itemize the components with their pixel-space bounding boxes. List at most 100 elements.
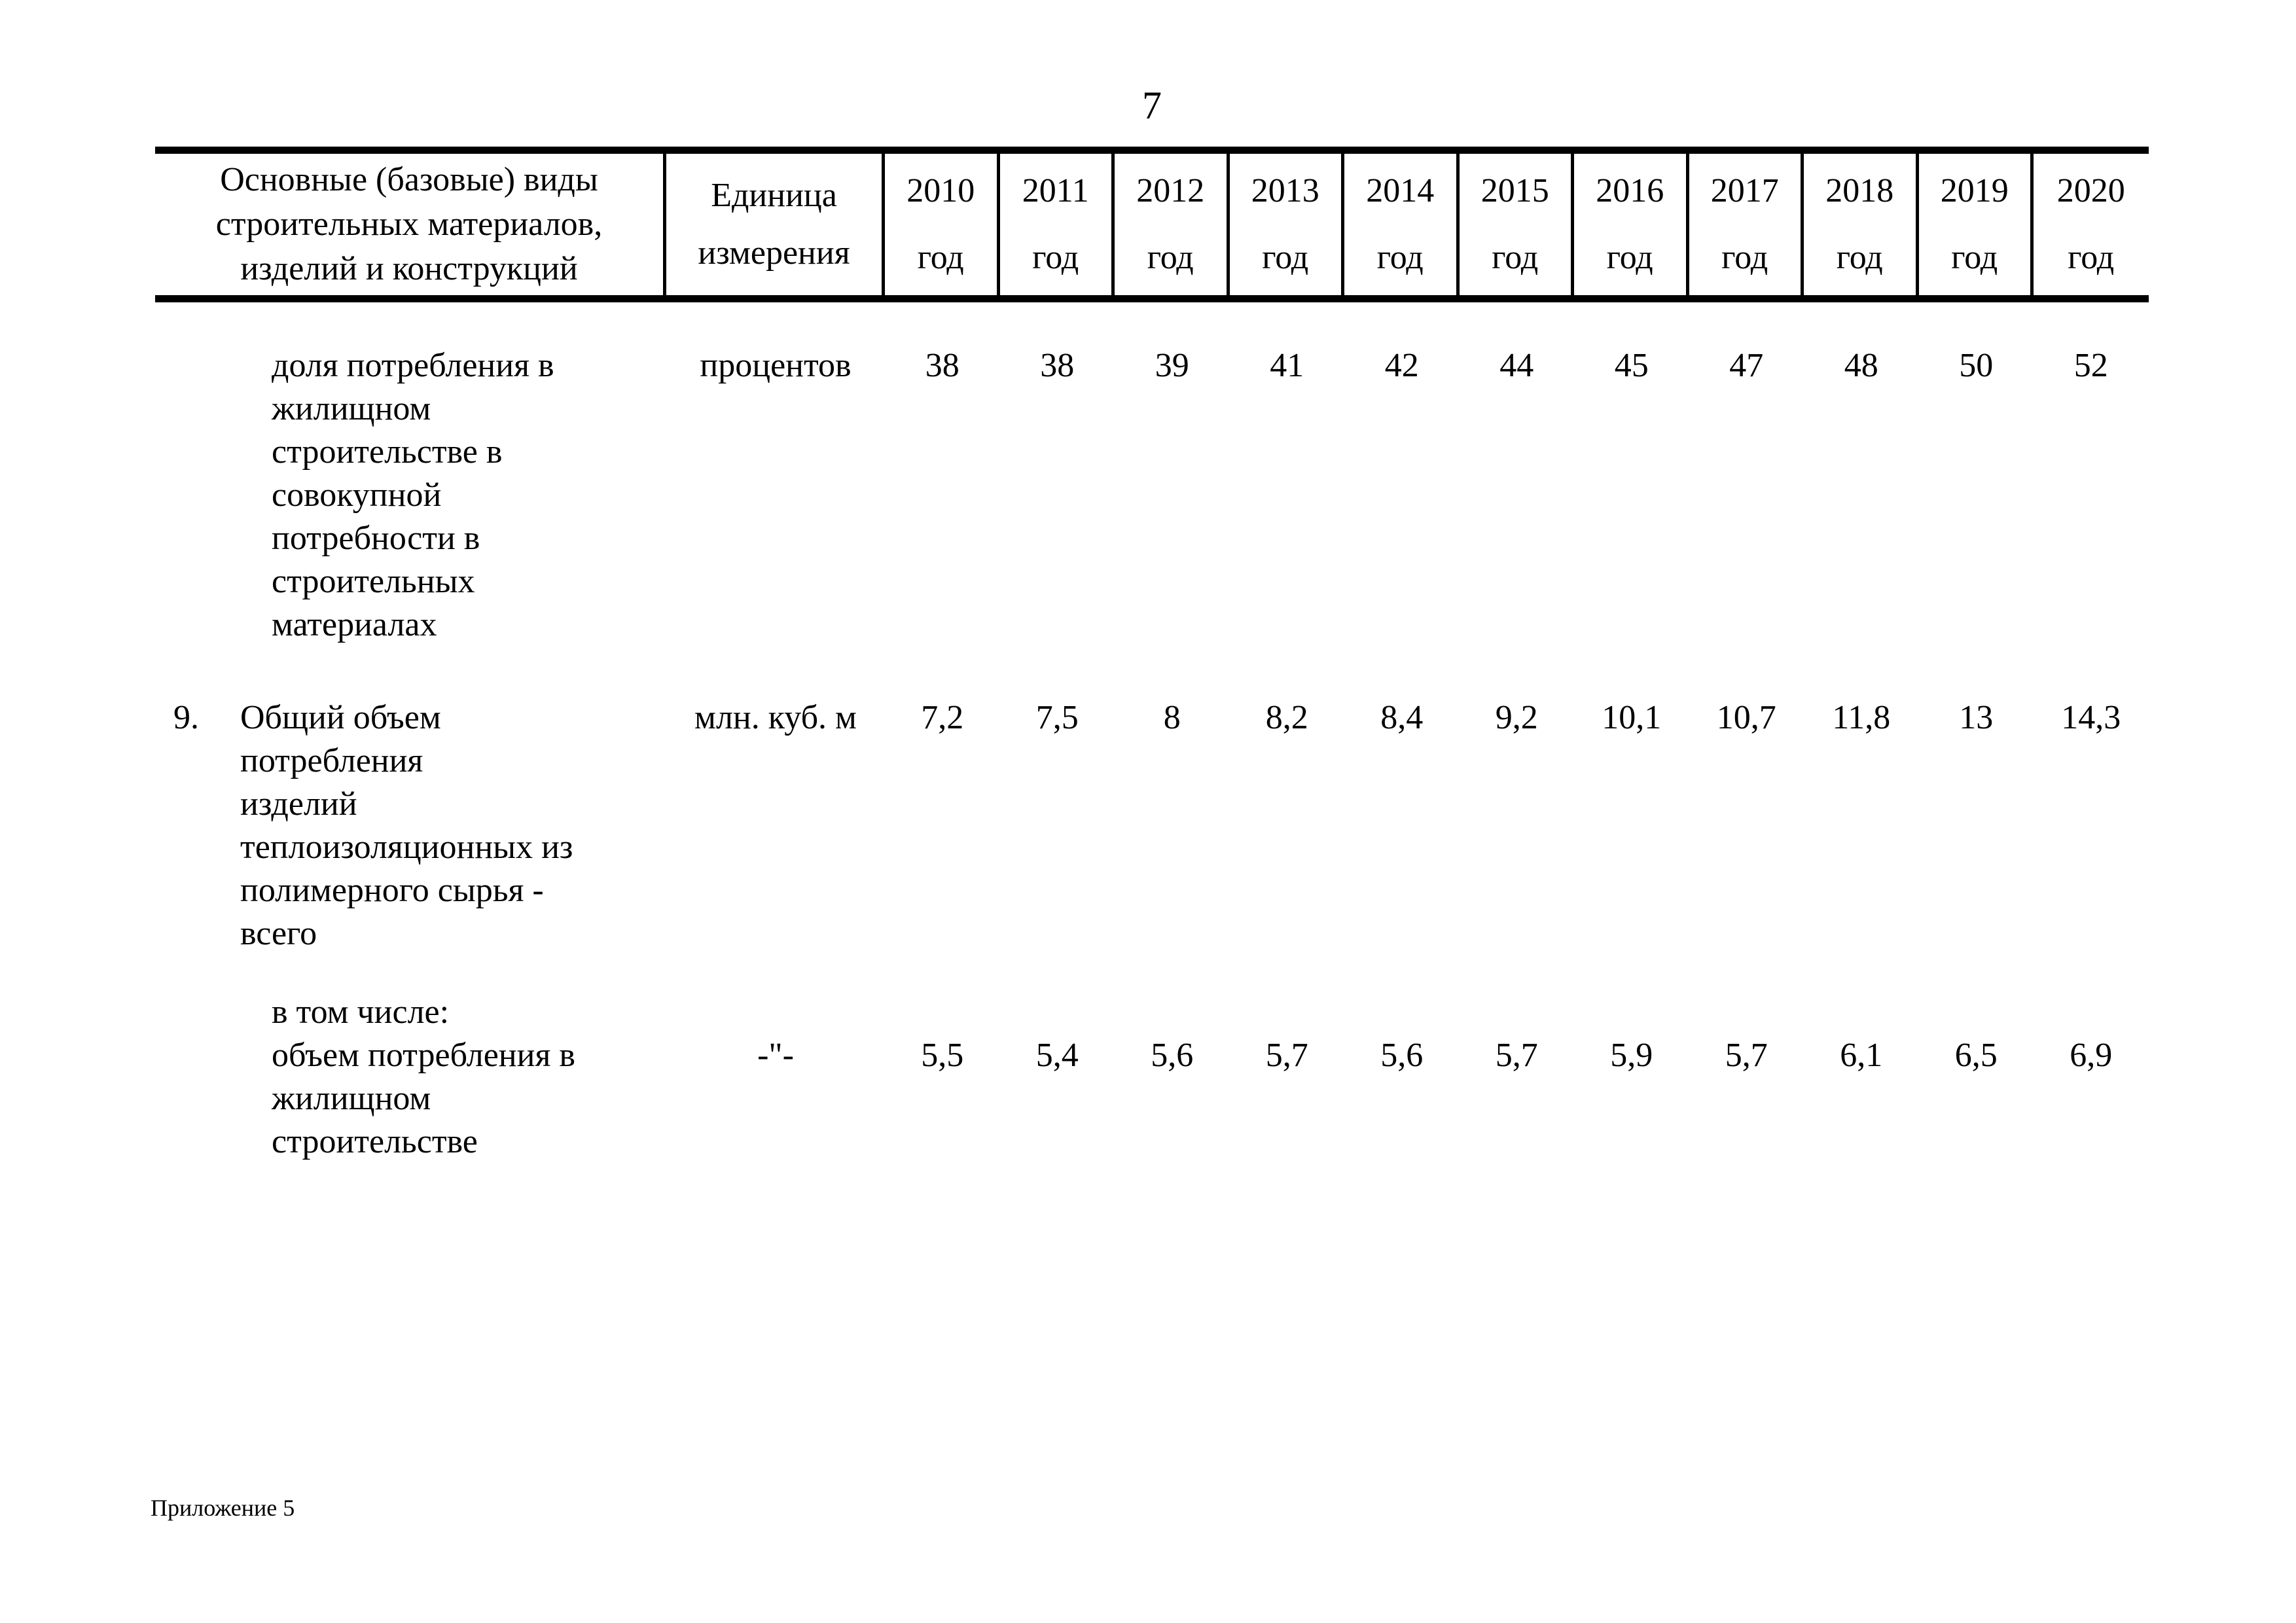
value-cell-2019: 50 <box>1959 347 1994 384</box>
header-materials-line: изделий и конструкций <box>240 250 578 287</box>
table-row-housing-consumption: в том числе: объем потребления в жилищно… <box>155 991 2149 1164</box>
value-cell-2011: 5,4 <box>1035 1037 1079 1074</box>
row-name-line: Общий объем <box>240 699 441 736</box>
header-materials-line: Основные (базовые) виды <box>220 161 598 198</box>
value-cell-2020: 6,9 <box>2070 1037 2113 1074</box>
header-unit-line: измерения <box>698 234 850 272</box>
row-name-line: полимерного сырья - <box>240 872 544 909</box>
table-row-share-housing: доля потребления в жилищном строительств… <box>155 344 2149 647</box>
year-value: 2020 <box>2056 172 2125 209</box>
row-name-line: всего <box>240 915 317 952</box>
year-suffix: год <box>1147 239 1194 276</box>
value-cell-2012: 5,6 <box>1151 1037 1194 1074</box>
row-unit-cell: млн. куб. м <box>694 699 857 736</box>
page-number: 7 <box>1142 84 1162 127</box>
year-value: 2012 <box>1136 172 1205 209</box>
year-suffix: год <box>1606 239 1653 276</box>
value-cell-2013: 41 <box>1270 347 1304 384</box>
year-suffix: год <box>1721 239 1768 276</box>
row-unit-cell: -"- <box>757 1037 794 1074</box>
value-cell-2017: 10,7 <box>1716 699 1776 736</box>
value-cell-2011: 38 <box>1040 347 1075 384</box>
value-cell-2015: 5,7 <box>1495 1037 1538 1074</box>
table-row-total-thermal-insulation: 9. Общий объем потребления изделий тепло… <box>155 696 2149 955</box>
year-suffix: год <box>1262 239 1309 276</box>
year-suffix: год <box>2068 239 2115 276</box>
row-name-line: потребления <box>240 742 423 779</box>
value-cell-2013: 8,2 <box>1265 699 1308 736</box>
year-suffix: год <box>1951 239 1998 276</box>
value-cell-2015: 44 <box>1499 347 1534 384</box>
value-cell-2012: 8 <box>1163 699 1181 736</box>
header-cell-year-2017: 2017 год <box>1689 154 1804 295</box>
row-name-line: в том числе: <box>272 993 450 1031</box>
table-header-row: Основные (базовые) виды строительных мат… <box>155 147 2149 302</box>
header-materials-line: строительных материалов, <box>215 205 603 243</box>
row-name-line: доля потребления в <box>272 347 554 384</box>
value-cell-2020: 14,3 <box>2061 699 2121 736</box>
row-name-line: материалах <box>272 606 437 643</box>
row-number: 9. <box>173 699 199 736</box>
year-suffix: год <box>1032 239 1079 276</box>
row-name-line: строительстве в <box>272 433 503 471</box>
row-name-cell: 9. Общий объем потребления изделий тепло… <box>155 696 666 955</box>
value-cell-2014: 5,6 <box>1380 1037 1424 1074</box>
row-name-line: теплоизоляционных из <box>240 829 573 866</box>
value-cell-2017: 47 <box>1729 347 1764 384</box>
value-cell-2018: 6,1 <box>1840 1037 1883 1074</box>
year-value: 2015 <box>1480 172 1549 209</box>
value-cell-2017: 5,7 <box>1725 1037 1768 1074</box>
header-cell-year-2019: 2019 год <box>1919 154 2034 295</box>
table-body: доля потребления в жилищном строительств… <box>155 302 2149 1164</box>
value-cell-2019: 6,5 <box>1954 1037 1998 1074</box>
value-cell-2020: 52 <box>2073 347 2108 384</box>
appendix-label: Приложение 5 <box>151 1495 295 1521</box>
value-cell-2018: 11,8 <box>1832 699 1891 736</box>
year-value: 2011 <box>1022 172 1089 209</box>
row-name-line: объем потребления в <box>272 1037 575 1074</box>
header-cell-materials: Основные (базовые) виды строительных мат… <box>155 154 666 295</box>
year-suffix: год <box>1376 239 1424 276</box>
header-cell-year-2014: 2014 год <box>1344 154 1460 295</box>
row-name-line: совокупной <box>272 476 442 514</box>
value-cell-2010: 38 <box>925 347 960 384</box>
year-value: 2017 <box>1710 172 1779 209</box>
row-unit-cell: процентов <box>700 347 852 384</box>
year-suffix: год <box>1836 239 1883 276</box>
year-suffix: год <box>917 239 964 276</box>
value-cell-2010: 5,5 <box>921 1037 964 1074</box>
value-cell-2011: 7,5 <box>1035 699 1079 736</box>
header-unit-line: Единица <box>711 177 837 214</box>
row-name-line: строительстве <box>272 1123 478 1160</box>
header-cell-year-2011: 2011 год <box>1000 154 1115 295</box>
row-name-line: потребности в <box>272 520 480 557</box>
materials-consumption-table: Основные (базовые) виды строительных мат… <box>155 147 2149 1164</box>
row-name-line: строительных <box>272 563 475 600</box>
year-value: 2019 <box>1940 172 2009 209</box>
value-cell-2014: 42 <box>1384 347 1419 384</box>
value-cell-2012: 39 <box>1155 347 1189 384</box>
year-suffix: год <box>1492 239 1539 276</box>
value-cell-2010: 7,2 <box>921 699 964 736</box>
row-name-line: изделий <box>240 785 357 823</box>
header-cell-year-2016: 2016 год <box>1574 154 1689 295</box>
header-cell-unit: Единица измерения <box>666 154 885 295</box>
value-cell-2018: 48 <box>1844 347 1878 384</box>
year-value: 2016 <box>1596 172 1664 209</box>
header-cell-year-2012: 2012 год <box>1115 154 1230 295</box>
header-cell-year-2013: 2013 год <box>1230 154 1344 295</box>
header-cell-year-2010: 2010 год <box>885 154 1000 295</box>
value-cell-2019: 13 <box>1959 699 1994 736</box>
year-value: 2010 <box>906 172 975 209</box>
value-cell-2015: 9,2 <box>1495 699 1538 736</box>
year-value: 2018 <box>1825 172 1894 209</box>
header-cell-year-2018: 2018 год <box>1804 154 1919 295</box>
value-cell-2013: 5,7 <box>1265 1037 1308 1074</box>
row-name-cell: доля потребления в жилищном строительств… <box>155 344 666 647</box>
value-cell-2016: 10,1 <box>1602 699 1662 736</box>
row-name-line: жилищном <box>272 1080 431 1117</box>
header-cell-year-2020: 2020 год <box>2034 154 2149 295</box>
value-cell-2016: 45 <box>1614 347 1649 384</box>
header-cell-year-2015: 2015 год <box>1460 154 1574 295</box>
row-name-line: жилищном <box>272 390 431 427</box>
